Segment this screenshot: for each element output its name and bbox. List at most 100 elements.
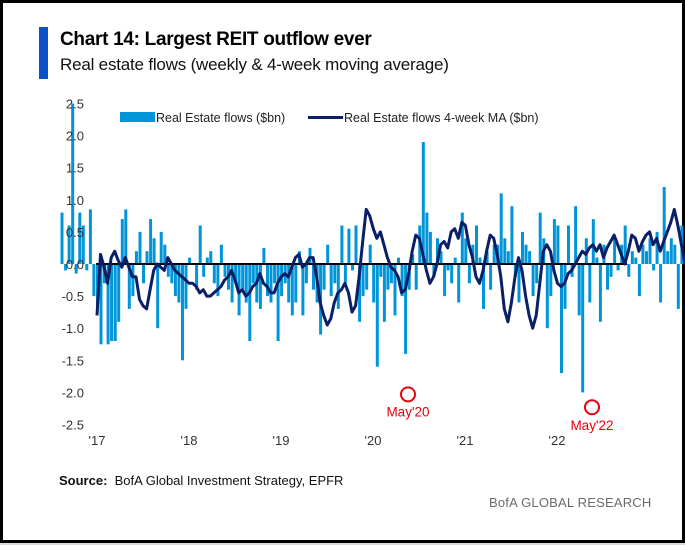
flow-bar [581,264,585,393]
flow-bar [351,264,354,271]
flow-bar [78,212,82,264]
flow-bar [134,251,138,264]
flow-bar [294,264,298,303]
flow-bar [464,238,468,264]
flow-bar [216,264,220,297]
flow-bar [606,264,609,290]
flow-bar [219,244,223,264]
flow-bar [280,264,284,297]
flow-bar [74,264,78,274]
y-tick-label: 0.5 [66,225,84,240]
flow-bar [510,206,514,264]
flow-bar [184,264,188,309]
flow-bar [343,264,347,284]
flow-bar [152,238,156,264]
flow-bar [552,219,556,264]
flow-bar [354,225,358,264]
flow-bar [528,251,532,264]
y-tick-label: -2.0 [62,385,84,400]
flow-bar [301,264,305,316]
flow-bar [333,264,337,284]
flow-bar [595,257,599,264]
y-tick-label: -1.0 [62,321,84,336]
flow-bar [358,264,362,322]
flow-bar [308,247,312,264]
flow-bar [234,264,238,284]
flow-bar [521,231,524,264]
flow-bar [71,103,75,264]
flow-bar [340,225,344,264]
chart-title: Chart 14: Largest REIT outflow ever [60,29,372,50]
annotation-label: May'22 [570,418,613,433]
title-accent-bar [39,27,48,79]
flow-bar [662,187,666,264]
flow-bar [124,209,128,264]
flow-bar [67,225,71,264]
flow-bar [598,264,602,322]
x-tick-label: '20 [365,433,382,448]
x-tick-label: '22 [549,433,566,448]
flow-bar [421,142,425,264]
flow-bar [368,244,372,264]
flow-bar [630,251,634,264]
flow-bar [60,212,64,264]
flow-bar [290,264,294,316]
flow-bar [645,251,648,264]
y-tick-label: 2.5 [66,97,84,112]
x-tick-label: '21 [457,433,474,448]
flow-bar [117,264,121,322]
flow-bar [312,264,315,290]
flow-bar [623,225,627,264]
flow-bar [535,264,539,284]
flow-bar [248,264,252,341]
flow-bar [223,264,227,277]
flow-bar [591,219,595,264]
flow-bar [414,264,418,290]
flow-bar [209,251,213,264]
flow-bar [652,264,656,271]
y-axis-ticks: 2.5 2.0 1.5 1.0 0.5 0.0 -0.5 -1.0 -1.5 -2.0 -2.5 [62,97,84,433]
flow-bar [400,264,404,297]
flow-bar [676,264,680,309]
flow-bar [404,264,408,354]
flow-bar [556,225,560,264]
flow-bar [138,231,142,264]
flow-bar [273,264,277,284]
flow-bar [655,231,659,264]
flow-bar [177,264,181,303]
y-tick-label: -0.5 [62,289,84,304]
annotations: May'20 May'22 [386,386,614,433]
flow-bar [81,225,85,264]
flow-bar [251,264,255,284]
x-axis-ticks: '17 '18 '19 '20 '21 '22 [89,433,566,448]
flow-bar [85,264,89,271]
flow-bar [411,254,415,264]
flow-bar [166,264,170,277]
flow-bar [379,264,383,277]
flow-bar [485,251,489,264]
flow-bar [149,219,153,264]
annotation-circle [584,399,600,416]
flow-bar [506,251,510,264]
x-tick-label: '17 [89,433,106,448]
flow-bar [181,264,184,361]
flow-bar [517,264,521,303]
flow-bar [453,257,457,264]
flow-bar [170,264,174,284]
flow-bar [503,238,507,264]
flow-bar [563,264,567,309]
flow-bar [538,212,542,264]
flow-bar [669,238,673,264]
y-tick-label: 2.0 [66,129,84,144]
flow-bar [258,264,262,309]
flow-bar [524,244,528,264]
flow-bar [648,238,652,264]
flow-bar [287,264,291,303]
flow-bar [304,264,308,284]
y-tick-label: 0.0 [66,257,84,272]
flow-bar [120,219,124,264]
flow-bar [389,264,393,284]
flow-bar [609,264,613,277]
flow-bar [443,264,447,297]
flow-bar [322,264,326,290]
